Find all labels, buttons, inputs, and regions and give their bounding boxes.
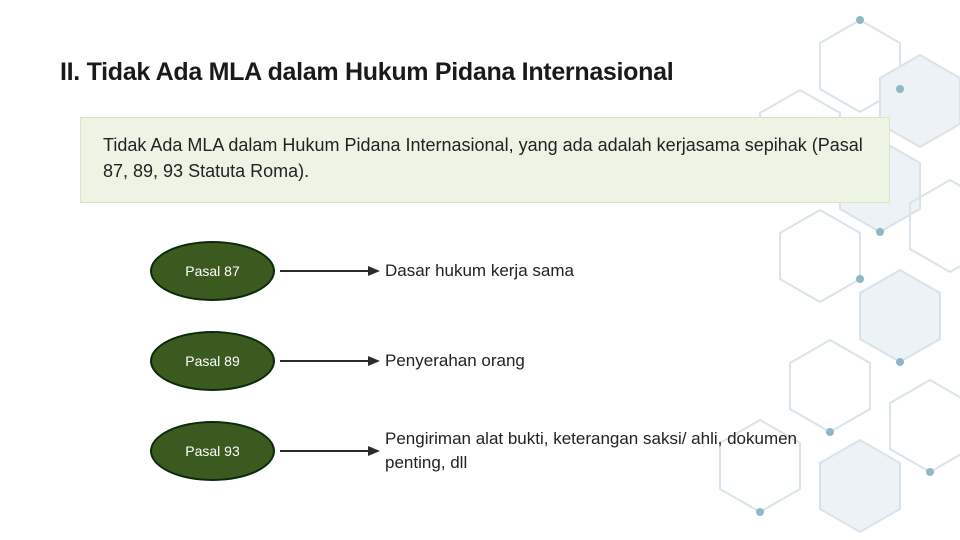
pasal-list: Pasal 87 Dasar hukum kerja sama Pasal 89…: [150, 241, 900, 481]
pasal-pill-93: Pasal 93: [150, 421, 275, 481]
pasal-pill-87: Pasal 87: [150, 241, 275, 301]
intro-box: Tidak Ada MLA dalam Hukum Pidana Interna…: [80, 117, 890, 203]
arrow-icon: [275, 354, 385, 368]
pasal-pill-89: Pasal 89: [150, 331, 275, 391]
intro-text: Tidak Ada MLA dalam Hukum Pidana Interna…: [103, 135, 863, 181]
pasal-desc: Dasar hukum kerja sama: [385, 259, 574, 283]
arrow-icon: [275, 264, 385, 278]
pasal-desc: Pengiriman alat bukti, keterangan saksi/…: [385, 427, 805, 475]
page-title: II. Tidak Ada MLA dalam Hukum Pidana Int…: [60, 58, 900, 87]
arrow-icon: [275, 444, 385, 458]
list-item: Pasal 87 Dasar hukum kerja sama: [150, 241, 900, 301]
pasal-desc: Penyerahan orang: [385, 349, 525, 373]
list-item: Pasal 93 Pengiriman alat bukti, keterang…: [150, 421, 900, 481]
list-item: Pasal 89 Penyerahan orang: [150, 331, 900, 391]
